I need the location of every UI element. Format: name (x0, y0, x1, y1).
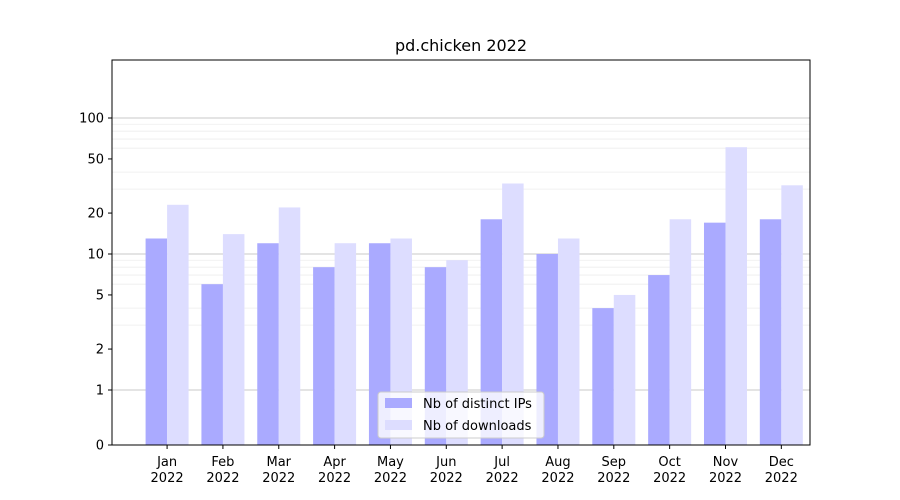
x-tick-label: Oct 2022 (653, 455, 686, 486)
bar-downloads-11 (725, 147, 747, 446)
x-tick-label: Feb 2022 (206, 455, 239, 486)
y-tick-label: 0 (96, 439, 104, 454)
x-tick-label: Nov 2022 (709, 455, 742, 486)
bar-downloads-9 (613, 294, 636, 445)
x-tick-label: Jan 2022 (151, 455, 184, 486)
y-tick-label: 100 (79, 112, 104, 127)
bar-distinct-ips-12 (759, 219, 782, 445)
x-tick-label: Mar 2022 (262, 455, 295, 486)
x-axis: Jan 2022 Feb 2022 Mar 2022 Apr 2022 May 2022 Jun 20… (151, 445, 798, 486)
x-tick-label: Apr 2022 (318, 455, 351, 486)
bar-downloads-3 (278, 207, 301, 445)
bar-downloads-7 (502, 183, 524, 445)
x-tick-label: Dec 2022 (765, 455, 798, 486)
y-tick-label: 10 (87, 248, 104, 263)
legend-box (377, 391, 545, 439)
x-tick-label: Sep 2022 (597, 455, 630, 486)
bar-downloads-2 (222, 234, 245, 445)
bar-distinct-ips-7 (480, 219, 503, 445)
legend-swatch-distinct-ips (385, 398, 412, 408)
y-tick-label: 50 (87, 152, 104, 167)
legend: Nb of distinct IPs Nb of downloads (377, 391, 545, 439)
bar-distinct-ips-3 (257, 243, 279, 445)
x-tick-label: Jul 2022 (486, 455, 519, 486)
bar-distinct-ips-10 (648, 275, 670, 445)
legend-label-distinct-ips: Nb of distinct IPs (423, 397, 532, 412)
y-tick-label: 2 (96, 343, 104, 358)
bar-distinct-ips-2 (201, 284, 223, 445)
y-tick-label: 20 (87, 207, 104, 222)
y-tick-label: 5 (96, 288, 104, 303)
y-tick-label: 1 (96, 384, 104, 399)
bar-distinct-ips-4 (313, 267, 335, 445)
bar-distinct-ips-1 (145, 238, 168, 445)
x-tick-label: Jun 2022 (430, 455, 463, 486)
bar-downloads-8 (557, 238, 580, 445)
legend-swatch-downloads (385, 420, 412, 430)
bar-downloads-1 (167, 204, 189, 445)
bar-downloads-10 (669, 219, 692, 445)
legend-label-downloads: Nb of downloads (423, 419, 532, 434)
chart-title: pd.chicken 2022 (395, 36, 527, 55)
plot-frame (111, 59, 811, 446)
y-axis: 0 1 2 5 10 20 50 100 (79, 112, 112, 454)
x-tick-label: Aug 2022 (541, 455, 574, 486)
bar-downloads-4 (334, 243, 357, 445)
bar-downloads-12 (781, 185, 803, 445)
bar-distinct-ips-9 (592, 308, 614, 445)
bar-distinct-ips-11 (703, 222, 726, 445)
x-tick-label: May 2022 (374, 455, 407, 486)
